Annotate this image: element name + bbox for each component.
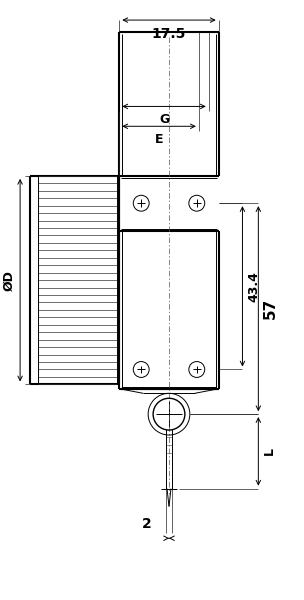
Text: G: G	[159, 113, 169, 127]
Text: 17.5: 17.5	[152, 27, 186, 41]
Text: 2: 2	[142, 517, 152, 531]
Text: ØD: ØD	[2, 270, 15, 290]
Text: L: L	[263, 448, 276, 455]
Text: 43.4: 43.4	[247, 271, 261, 302]
Text: E: E	[155, 133, 163, 146]
Text: 57: 57	[263, 298, 278, 319]
